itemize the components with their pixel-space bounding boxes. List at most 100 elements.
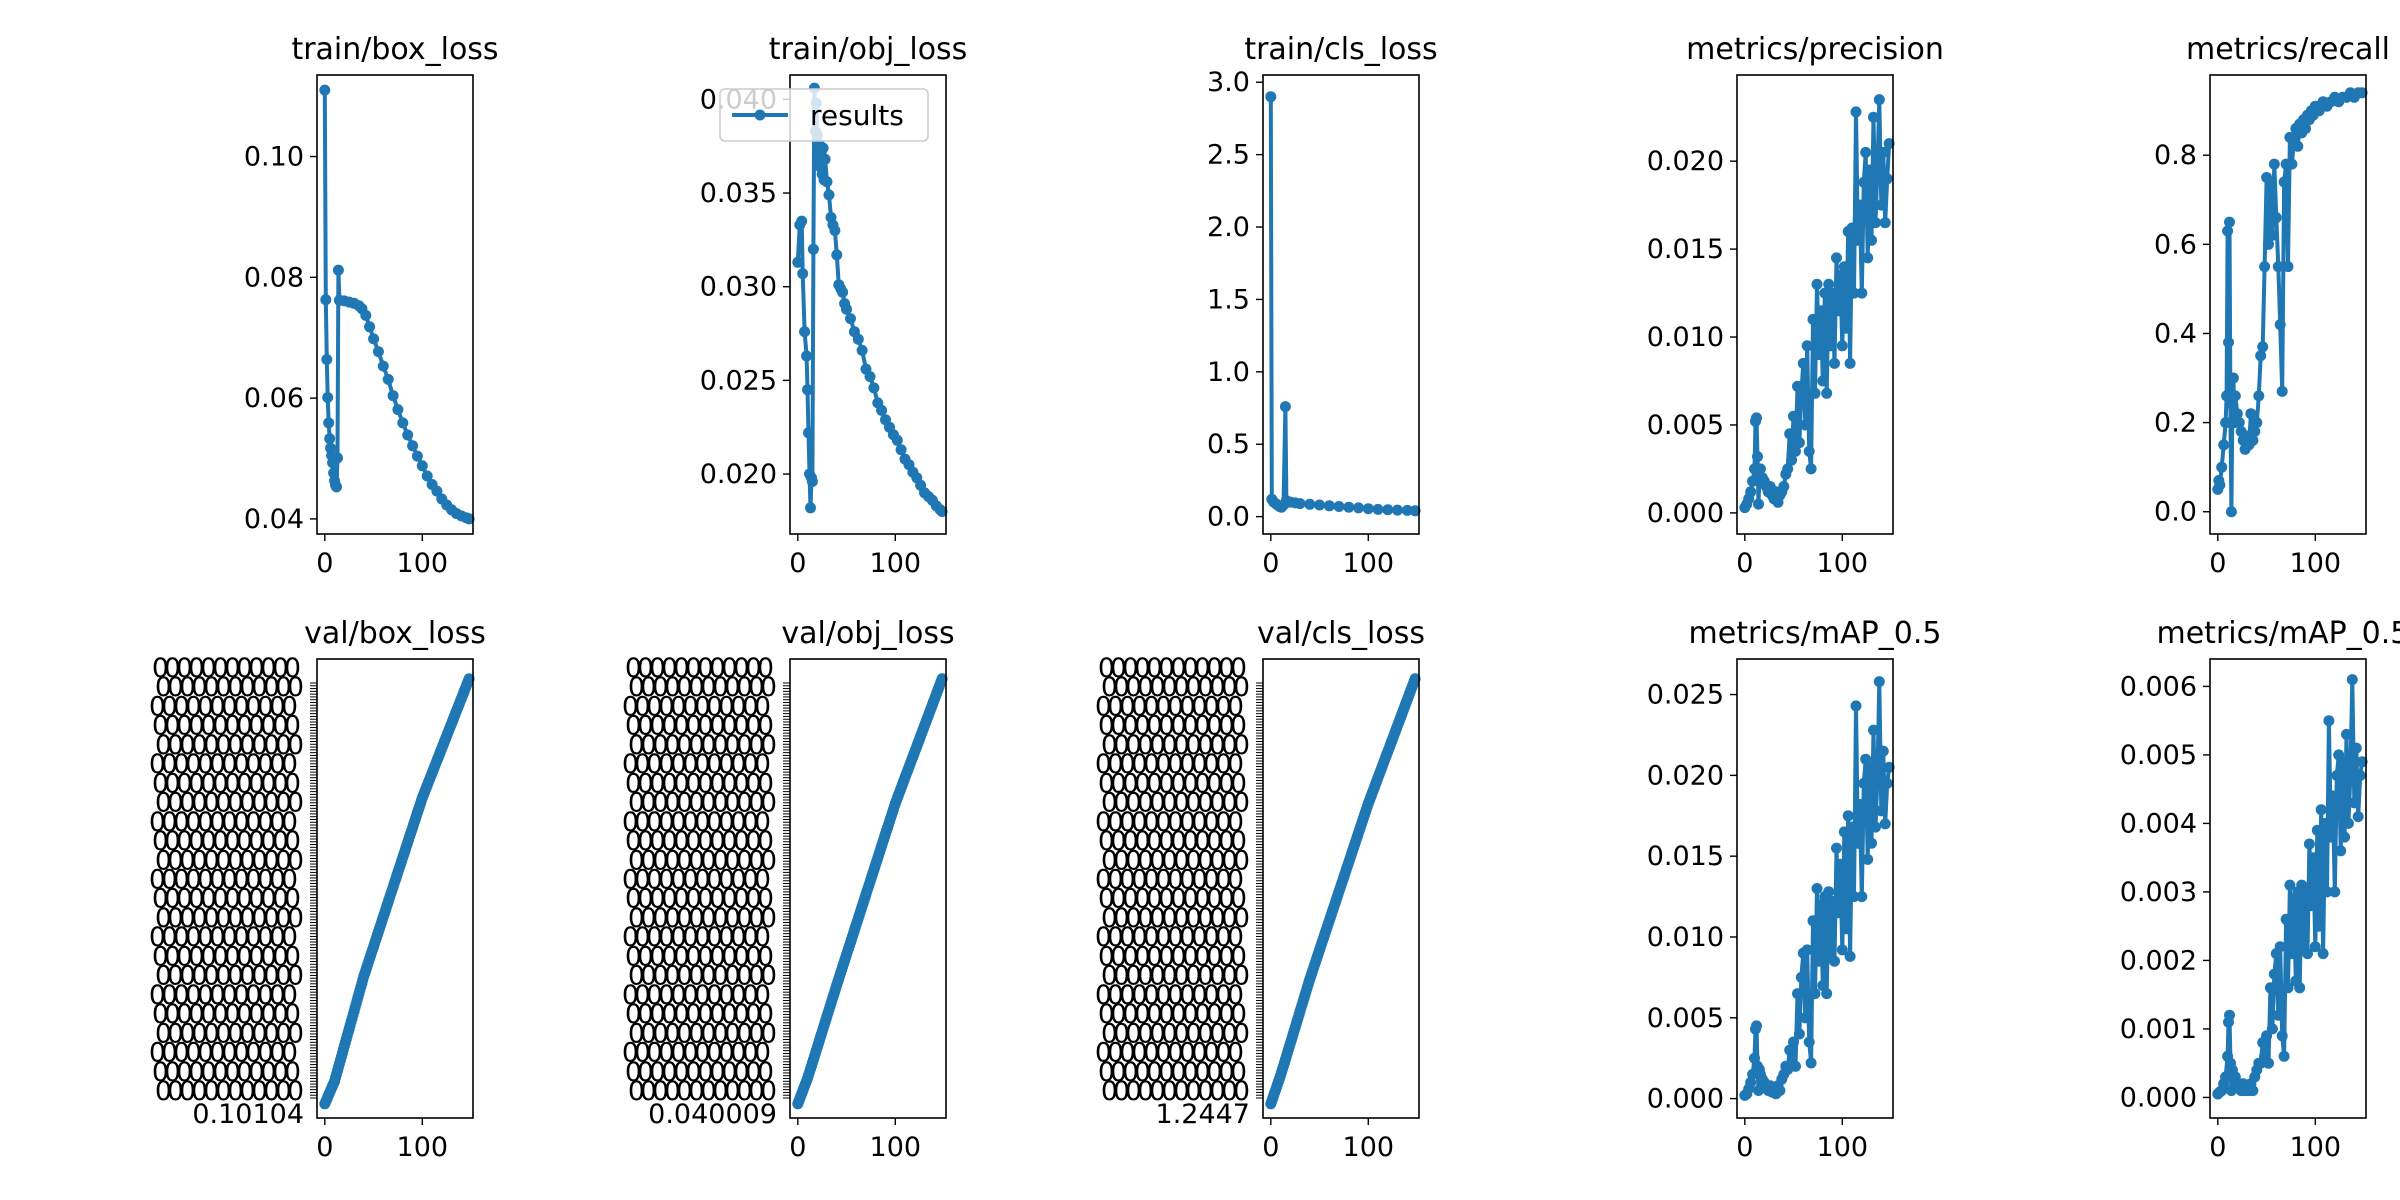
y-tick-label-glyph: 0 (167, 845, 184, 876)
y-tick-label-glyph: 0 (661, 768, 678, 799)
y-tick-label: 1.2447 (1156, 1099, 1250, 1130)
y-tick-label-glyph: 0 (1155, 922, 1172, 953)
y-tick-label-glyph: 0 (685, 653, 702, 684)
data-point (1813, 955, 1825, 967)
data-point (2337, 756, 2349, 768)
y-tick-label-glyph: 0 (272, 826, 289, 857)
y-tick-label-glyph: 0 (757, 884, 774, 915)
data-point (2321, 886, 2333, 898)
data-point (819, 153, 831, 165)
y-tick-label-glyph: 0 (287, 845, 304, 876)
y-tick-label-glyph: 0 (212, 768, 229, 799)
x-tick-label: 100 (1817, 548, 1869, 579)
y-tick-label-glyph: 0 (248, 1057, 265, 1088)
y-tick-label-glyph: 0 (1101, 903, 1118, 934)
y-tick-label-glyph: 0 (730, 865, 747, 896)
y-tick-label-glyph: 0 (724, 1076, 741, 1107)
y-tick-label-glyph: 0 (221, 807, 238, 838)
y-tick-label-glyph: 0 (1221, 903, 1238, 934)
y-tick-label-glyph: 0 (676, 845, 693, 876)
subplot-9: metrics/mAP_0.5: 0 100 0.000 0.001 0.002 0.003… (2120, 616, 2400, 1163)
data-point (1801, 340, 1813, 352)
y-tick-label-glyph: 0 (640, 1018, 657, 1049)
y-tick-label: 1.0 (1207, 357, 1250, 388)
y-tick-label-glyph: 0 (709, 884, 726, 915)
y-tick-label-glyph: 0 (625, 999, 642, 1030)
y-tick-label-glyph: 0 (694, 807, 711, 838)
data-point (2253, 390, 2265, 402)
data-point (1868, 111, 1879, 123)
y-tick-label-glyph: 0 (176, 653, 193, 684)
y-tick-label-glyph: 0 (1173, 1018, 1190, 1049)
data-point (1850, 700, 1862, 712)
data-point (2266, 229, 2278, 241)
data-point (1834, 858, 1846, 870)
data-point (1840, 322, 1852, 334)
y-tick-label-glyph: 0 (1101, 788, 1118, 819)
data-point (1797, 357, 1809, 369)
y-tick-label-glyph: 0 (730, 749, 747, 780)
y-tick-label-glyph: 0 (637, 884, 654, 915)
y-tick-label-glyph: 0 (179, 845, 196, 876)
data-point (936, 506, 948, 517)
y-tick-label-glyph: 0 (281, 980, 298, 1011)
y-tick-label-glyph: 0 (721, 826, 738, 857)
y-tick-label-cluster: 0000000000000000000000000000000000000000… (622, 653, 777, 1107)
data-point (382, 373, 394, 385)
y-tick-label-glyph: 0 (1146, 999, 1163, 1030)
y-tick-label-glyph: 0 (275, 961, 292, 992)
y-tick-label-glyph: 0 (1206, 941, 1223, 972)
y-tick-label-glyph: 0 (694, 749, 711, 780)
data-point (1836, 340, 1848, 352)
y-tick-label-glyph: 0 (646, 865, 663, 896)
data-point (1294, 498, 1306, 510)
y-tick-label-glyph: 0 (275, 788, 292, 819)
y-tick-label-glyph: 0 (1230, 711, 1247, 742)
y-tick-label-glyph: 0 (248, 941, 265, 972)
y-tick-label-glyph: 0 (281, 691, 298, 722)
y-tick-label-glyph: 0 (649, 711, 666, 742)
y-tick-label-glyph: 0 (152, 999, 169, 1030)
y-tick-label-glyph: 0 (637, 653, 654, 684)
y-tick-label-glyph: 0 (1221, 672, 1238, 703)
y-tick-label-glyph: 0 (1185, 903, 1202, 934)
data-point (807, 243, 819, 255)
y-tick-label-glyph: 0 (161, 1038, 178, 1069)
y-tick-label-glyph: 0 (257, 749, 274, 780)
y-tick-label-glyph: 0 (1185, 845, 1202, 876)
y-tick-label-glyph: 0 (1149, 672, 1166, 703)
data-point (1873, 676, 1885, 688)
y-tick-label-glyph: 0 (658, 1038, 675, 1069)
y-tick-label-glyph: 0 (754, 1038, 771, 1069)
y-tick-label-glyph: 0 (1143, 691, 1160, 722)
y-tick-label-glyph: 0 (149, 865, 166, 896)
y-tick-label-glyph: 0 (236, 941, 253, 972)
data-point (463, 673, 475, 685)
y-tick-label-glyph: 0 (1149, 903, 1166, 934)
y-tick-label-glyph: 0 (1149, 961, 1166, 992)
y-tick-label-glyph: 0 (269, 922, 286, 953)
y-tick-label-glyph: 0 (1218, 653, 1235, 684)
y-tick-label-glyph: 0 (637, 711, 654, 742)
y-tick-label-glyph: 0 (1098, 884, 1115, 915)
y-tick-label-glyph: 0 (754, 980, 771, 1011)
y-tick-label-glyph: 0 (640, 845, 657, 876)
y-tick-label-glyph: 0 (1206, 1057, 1223, 1088)
data-point (1836, 944, 1848, 956)
y-tick-label-glyph: 0 (745, 1057, 762, 1088)
y-tick-label-glyph: 0 (1221, 845, 1238, 876)
y-tick-label-glyph: 0 (284, 653, 301, 684)
y-tick-label-glyph: 0 (1137, 672, 1154, 703)
plot-frame (789, 658, 947, 1119)
y-tick-label-glyph: 0 (670, 865, 687, 896)
y-tick-label-glyph: 0 (1125, 961, 1142, 992)
y-tick-label-glyph: 0 (1098, 941, 1115, 972)
y-tick-label-glyph: 0 (173, 922, 190, 953)
y-tick-label-glyph: 0 (209, 980, 226, 1011)
y-tick-label-glyph: 0 (1161, 1076, 1178, 1107)
data-point (796, 215, 808, 227)
y-tick-label: 0.015 (1647, 234, 1724, 265)
data-point (2305, 900, 2317, 912)
y-tick-label-glyph: 0 (673, 884, 690, 915)
